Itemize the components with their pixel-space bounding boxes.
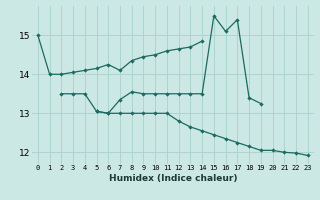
X-axis label: Humidex (Indice chaleur): Humidex (Indice chaleur) [108, 174, 237, 183]
